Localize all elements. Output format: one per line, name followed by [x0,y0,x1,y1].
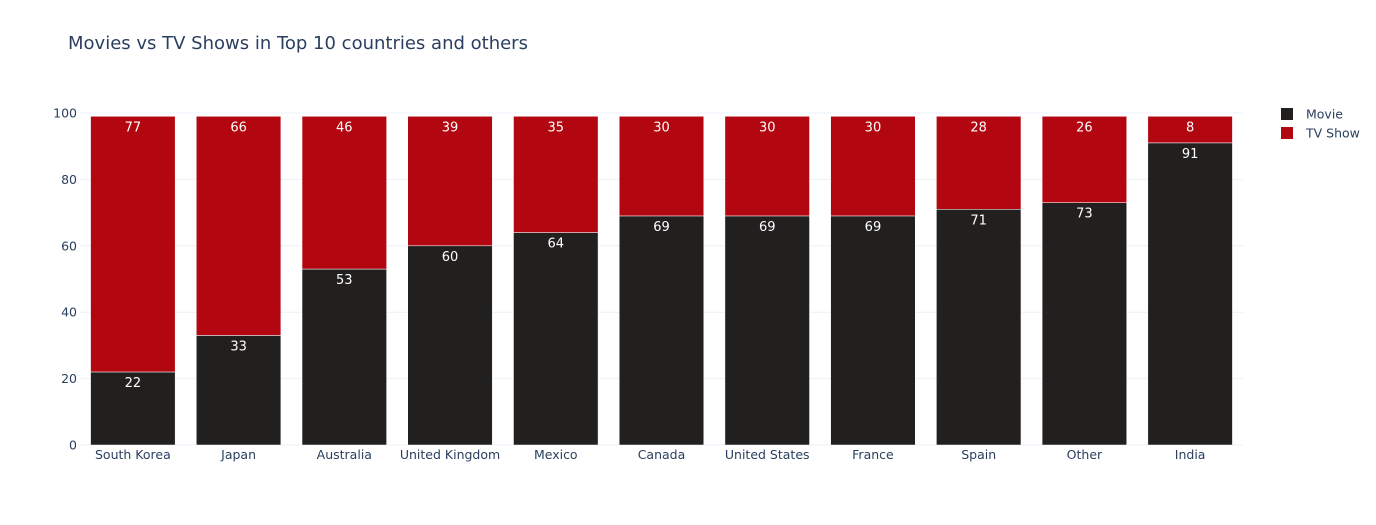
bar-movie[interactable] [830,215,916,446]
x-tick-label: Australia [317,447,372,462]
bar-value-label: 60 [442,250,459,265]
legend-swatch[interactable] [1281,127,1293,139]
bar-tv-show[interactable] [196,116,282,336]
bar-value-label: 69 [759,220,776,235]
bar-tv-show[interactable] [618,116,705,217]
x-tick-label: France [852,447,894,462]
bar-value-label: 30 [653,120,670,135]
y-tick-label: 80 [61,172,77,187]
x-tick-label: United States [725,447,810,462]
bar-tv-show[interactable] [936,116,1022,210]
bar-value-label: 91 [1182,147,1199,162]
bar-tv-show[interactable] [830,116,916,217]
bar-value-label: 69 [865,220,882,235]
bar-tv-show[interactable] [301,116,387,270]
y-tick-label: 60 [61,238,77,253]
chart-title: Movies vs TV Shows in Top 10 countries a… [68,33,528,54]
bar-value-label: 26 [1076,120,1093,135]
y-axis: 0 20 40 60 80 100 [53,106,77,453]
bar-value-label: 39 [442,120,459,135]
bar-value-label: 22 [125,376,142,391]
bar-value-label: 64 [547,237,564,252]
legend-label[interactable]: Movie [1306,107,1343,122]
bar-tv-show[interactable] [1147,116,1233,144]
y-tick-label: 0 [69,438,77,453]
bar-tv-show[interactable] [1041,116,1127,203]
y-tick-label: 100 [53,106,77,121]
bar-value-label: 71 [970,213,987,228]
x-tick-label: South Korea [95,447,171,462]
bar-movie[interactable] [407,245,493,446]
bar-value-label: 73 [1076,207,1093,222]
x-tick-label: Canada [638,447,686,462]
bar-tv-show[interactable] [724,116,810,217]
bar-movie[interactable] [513,232,599,446]
x-tick-label: Japan [220,447,256,462]
bar-movie[interactable] [90,371,176,446]
bar-tv-show[interactable] [513,116,599,233]
bar-movie[interactable] [1041,202,1127,446]
bar-movie[interactable] [618,215,705,446]
x-axis: South Korea Japan Australia United Kingdom M… [95,447,1205,462]
bar-value-label: 30 [759,120,776,135]
y-tick-label: 20 [61,371,77,386]
x-tick-label: Spain [961,447,996,462]
y-tick-label: 40 [61,305,77,320]
bar-value-label: 69 [653,220,670,235]
x-tick-label: India [1175,447,1206,462]
bar-movie[interactable] [1147,142,1233,446]
bars [90,116,1233,446]
bar-value-label: 66 [230,120,247,135]
x-tick-label: Mexico [534,447,578,462]
bar-movie[interactable] [301,268,387,446]
bar-value-label: 8 [1186,120,1194,135]
bar-tv-show[interactable] [90,116,176,373]
legend: Movie TV Show [1281,107,1360,141]
bar-movie[interactable] [724,215,810,446]
bar-value-label: 35 [547,120,564,135]
legend-swatch[interactable] [1281,108,1293,120]
bar-value-label: 53 [336,273,353,288]
x-tick-label: Other [1067,447,1103,462]
bar-value-label: 46 [336,120,353,135]
bar-value-label: 77 [125,120,142,135]
bar-movie[interactable] [196,335,282,446]
bar-value-label: 33 [230,339,247,354]
bar-value-label: 28 [970,120,987,135]
bar-value-label: 30 [865,120,882,135]
bar-tv-show[interactable] [407,116,493,247]
bar-movie[interactable] [936,209,1022,446]
legend-label[interactable]: TV Show [1305,126,1360,141]
x-tick-label: United Kingdom [400,447,500,462]
bar-labels: 22 77 33 66 53 46 60 39 64 35 69 30 69 30 69 30 71 28 73 26… [125,120,1199,391]
